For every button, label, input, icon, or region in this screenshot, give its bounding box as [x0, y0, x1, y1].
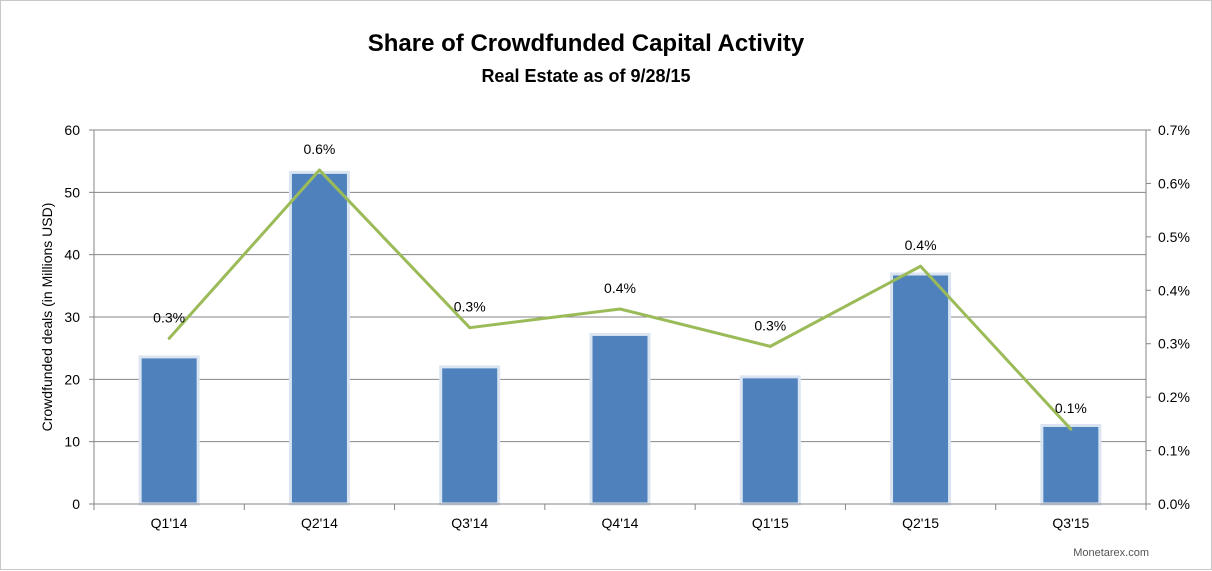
y2-tick-label: 0.4% — [1158, 282, 1190, 298]
y-axis-title: Crowdfunded deals (in Millions USD) — [39, 203, 55, 432]
y2-tick-label: 0.0% — [1158, 496, 1190, 512]
data-label: 0.3% — [454, 299, 486, 315]
line-point — [317, 168, 321, 172]
axes — [89, 129, 1151, 510]
x-tick-label: Q1'14 — [151, 515, 188, 531]
y2-tick-label: 0.6% — [1158, 175, 1190, 191]
bar — [288, 170, 350, 506]
bar — [890, 272, 952, 506]
bar — [589, 332, 651, 506]
bar — [1040, 423, 1102, 506]
y-tick-label: 0 — [72, 496, 80, 512]
chart-subtitle: Real Estate as of 9/28/15 — [481, 66, 690, 86]
x-tick-label: Q2'15 — [902, 515, 939, 531]
line-point — [468, 326, 472, 330]
chart-title: Share of Crowdfunded Capital Activity — [368, 30, 805, 57]
y2-tick-label: 0.1% — [1158, 443, 1190, 459]
source-credit: Monetarex.com — [1073, 547, 1149, 559]
data-label: 0.1% — [1055, 400, 1087, 416]
bar — [739, 375, 801, 506]
line-point — [919, 264, 923, 268]
data-label: 0.3% — [153, 309, 185, 325]
data-label: 0.6% — [303, 141, 335, 157]
line-series — [167, 168, 1073, 431]
x-tick-label: Q4'14 — [602, 515, 639, 531]
line-point — [618, 307, 622, 311]
y-tick-label: 60 — [64, 122, 80, 138]
bar — [138, 355, 200, 506]
y2-tick-label: 0.7% — [1158, 122, 1190, 138]
y2-tick-label: 0.3% — [1158, 336, 1190, 352]
labels: 0 10 20 30 40 50 60 0.0% 0.1% 0.2% 0.3% 0.4% 0.5% 0.6… — [64, 122, 1190, 531]
data-label: 0.4% — [604, 280, 636, 296]
data-label: 0.3% — [754, 317, 786, 333]
line-point — [768, 344, 772, 348]
y-tick-label: 30 — [64, 309, 80, 325]
y-tick-label: 10 — [64, 434, 80, 450]
line-point — [1069, 427, 1073, 431]
y2-tick-label: 0.2% — [1158, 389, 1190, 405]
y-tick-label: 40 — [64, 247, 80, 263]
bar — [439, 365, 501, 506]
line-point — [167, 336, 171, 340]
y-tick-label: 20 — [64, 371, 80, 387]
data-label: 0.4% — [905, 237, 937, 253]
gridlines — [94, 129, 1146, 443]
bar-series — [138, 170, 1102, 506]
x-tick-label: Q3'15 — [1052, 515, 1089, 531]
x-tick-label: Q1'15 — [752, 515, 789, 531]
x-tick-label: Q3'14 — [451, 515, 488, 531]
y-tick-label: 50 — [64, 184, 80, 200]
x-tick-label: Q2'14 — [301, 515, 338, 531]
y2-tick-label: 0.5% — [1158, 229, 1190, 245]
